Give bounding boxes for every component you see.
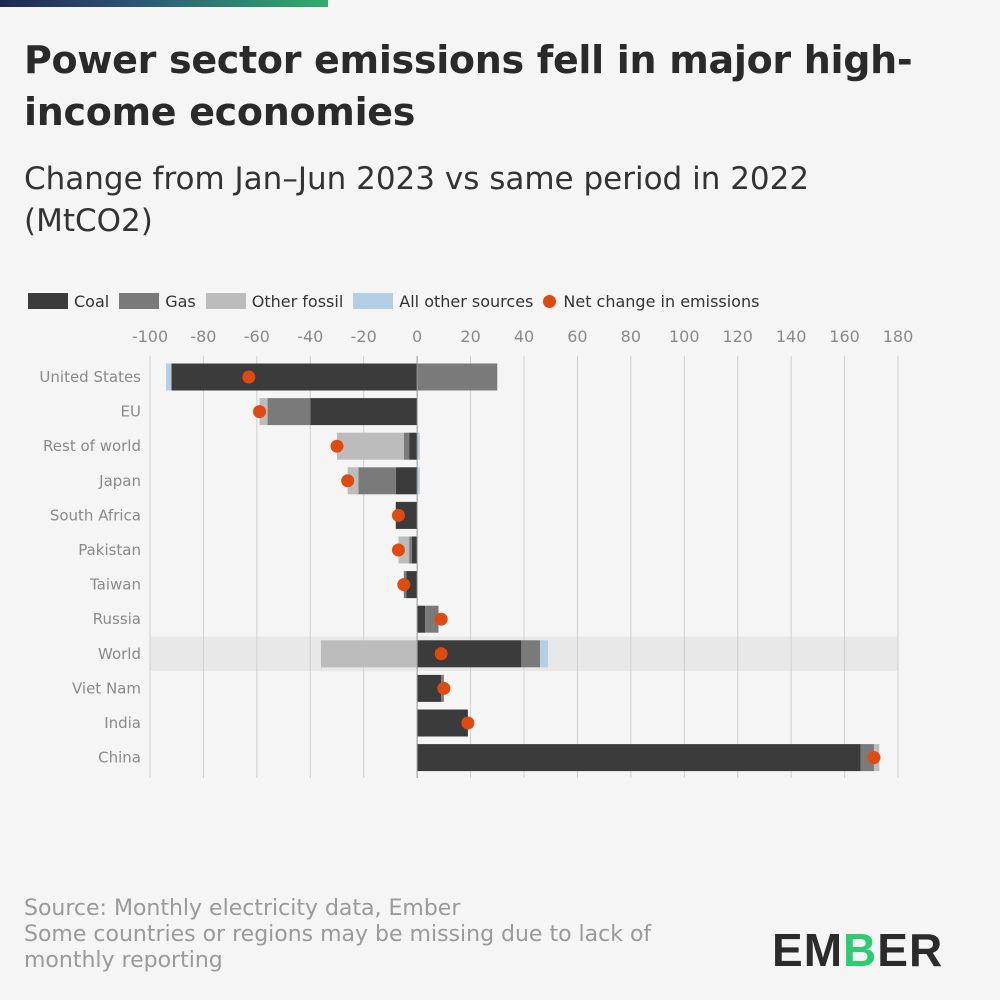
- bar-gas: [417, 363, 498, 391]
- x-tick-label: 60: [567, 327, 587, 346]
- source-note: Source: Monthly electricity data, Ember: [24, 896, 461, 921]
- net-change-dot: [437, 681, 451, 695]
- net-change-dot: [434, 612, 448, 626]
- x-tick-label: 80: [621, 327, 641, 346]
- category-label: South Africa: [50, 506, 141, 524]
- category-label: Japan: [98, 472, 141, 490]
- legend-label-coal: Coal: [74, 291, 110, 311]
- category-label: China: [98, 749, 141, 767]
- bar-coal: [417, 709, 468, 737]
- legend-swatch-all-other: [353, 293, 394, 309]
- legend-dot-net: [543, 294, 557, 308]
- legend-label-net: Net change in emissions: [563, 291, 760, 311]
- top-accent-bar: [0, 0, 328, 7]
- bar-coal: [409, 432, 418, 460]
- net-change-dot: [330, 439, 344, 453]
- net-change-dot: [397, 578, 411, 592]
- x-tick-label: 120: [722, 327, 753, 346]
- bar-coal: [417, 605, 426, 633]
- legend-label-all-other: All other sources: [399, 291, 534, 311]
- bar-gas: [425, 605, 439, 633]
- category-label: United States: [39, 368, 141, 386]
- net-change-dot: [253, 405, 267, 419]
- legend-item-net: Net change in emissions: [543, 292, 759, 311]
- logo-text: EMBER: [772, 924, 943, 974]
- bar-gas: [358, 467, 396, 495]
- x-tick-label: 160: [829, 327, 860, 346]
- bar-coal: [411, 536, 418, 564]
- bar-all_other: [166, 363, 172, 391]
- legend-item-all-other: All other sources: [353, 292, 533, 311]
- emissions-bar-chart: -100 -80 -60 -40 -20 0 20 40 60 80 100 120 140 160 180…: [39, 327, 914, 778]
- category-label: Rest of world: [43, 437, 141, 455]
- category-label: World: [98, 645, 141, 663]
- category-label: Pakistan: [78, 541, 141, 559]
- bar-gas: [409, 536, 412, 564]
- legend-item-gas: Gas: [119, 292, 196, 311]
- x-tick-label: 20: [460, 327, 480, 346]
- legend-swatch-other-fossil: [205, 293, 246, 309]
- x-tick-label: -60: [244, 327, 270, 346]
- bar-gas: [267, 398, 311, 426]
- bar-coal: [417, 674, 442, 702]
- x-tick-label: 100: [669, 327, 700, 346]
- x-tick-label: 40: [514, 327, 534, 346]
- footer: Source: Monthly electricity data, Ember …: [24, 896, 744, 974]
- x-tick-label: 140: [776, 327, 807, 346]
- x-tick-label: -40: [297, 327, 323, 346]
- bar-other_fossil: [337, 432, 404, 460]
- legend-swatch-coal: [28, 293, 68, 309]
- bar-coal: [417, 640, 522, 668]
- x-tick-label: -20: [351, 327, 377, 346]
- net-change-dot: [461, 716, 475, 730]
- page-subtitle: Change from Jan–Jun 2023 vs same period …: [24, 161, 810, 239]
- legend-label-gas: Gas: [165, 291, 196, 311]
- bar-gas: [860, 744, 874, 772]
- bar-coal: [395, 467, 418, 495]
- net-change-dot: [242, 370, 256, 384]
- bar-all_other: [417, 467, 420, 495]
- ember-logo: EMBER: [772, 924, 943, 974]
- category-label: India: [104, 714, 141, 732]
- bar-coal: [395, 501, 418, 529]
- bar-all_other: [417, 432, 420, 460]
- bar-other_fossil: [320, 640, 418, 668]
- x-tick-label: -80: [190, 327, 216, 346]
- bar-all_other: [540, 640, 549, 668]
- net-change-dot: [391, 508, 405, 522]
- bar-coal: [171, 363, 418, 391]
- missing-data-note: Some countries or regions may be missing…: [24, 922, 652, 973]
- category-label: Russia: [93, 610, 141, 628]
- x-tick-label: -100: [132, 327, 168, 346]
- bar-coal: [417, 744, 861, 772]
- legend-label-other-fossil: Other fossil: [251, 291, 344, 311]
- bar-gas: [521, 640, 541, 668]
- net-change-dot: [434, 647, 448, 661]
- x-tick-label: 0: [412, 327, 422, 346]
- x-tick-label: 180: [883, 327, 914, 346]
- bar-coal: [310, 398, 418, 426]
- legend-item-other-fossil: Other fossil: [205, 291, 344, 311]
- net-change-dot: [341, 474, 355, 488]
- bar-gas: [403, 432, 410, 460]
- category-label: Viet Nam: [72, 679, 141, 697]
- category-label: Taiwan: [89, 576, 141, 594]
- legend-swatch-gas: [119, 293, 160, 309]
- net-change-dot: [391, 543, 405, 557]
- page-title: Power sector emissions fell in major hig…: [24, 38, 913, 134]
- legend-item-coal: Coal: [28, 292, 109, 311]
- category-label: EU: [121, 403, 141, 421]
- net-change-dot: [867, 751, 881, 765]
- bar-coal: [406, 571, 418, 599]
- chart-legend: Coal Gas Other fossil All other sources …: [28, 291, 769, 311]
